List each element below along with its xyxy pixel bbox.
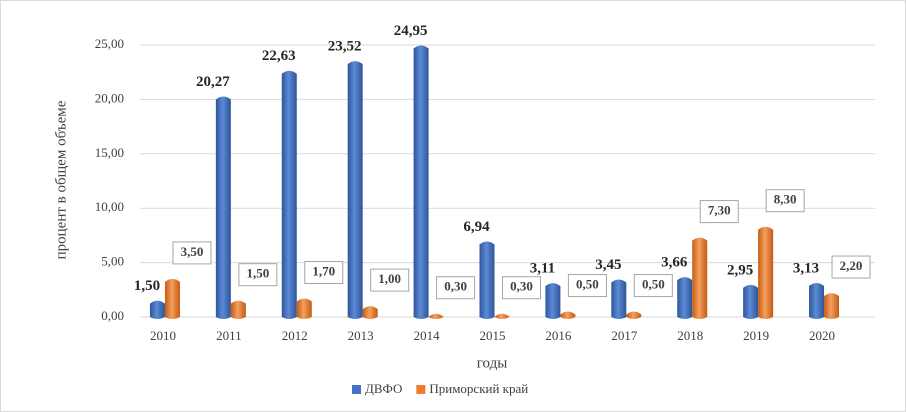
x-tick-label: 2011	[216, 328, 242, 343]
data-label: 22,63	[262, 48, 296, 64]
data-label: 7,30	[708, 203, 731, 218]
legend-label: Приморский край	[429, 381, 528, 396]
data-label-box	[567, 274, 607, 298]
bar	[347, 61, 363, 319]
y-tick-label: 10,00	[95, 199, 124, 214]
bar	[743, 284, 759, 319]
y-tick-label: 25,00	[95, 36, 124, 51]
data-label-box	[765, 189, 805, 213]
y-tick-label: 15,00	[95, 145, 124, 160]
data-label: 3,13	[793, 260, 819, 276]
x-tick-label: 2012	[282, 328, 308, 343]
legend-swatch	[352, 385, 361, 394]
data-label: 1,50	[246, 266, 269, 281]
data-label: 24,95	[394, 23, 428, 39]
bar	[230, 300, 246, 319]
bar	[296, 298, 312, 319]
x-tick-label: 2014	[414, 328, 441, 343]
data-label: 20,27	[196, 74, 230, 90]
x-tick-label: 2015	[480, 328, 506, 343]
x-tick-label: 2010	[150, 328, 176, 343]
bar	[362, 306, 378, 319]
data-label: 0,50	[576, 277, 599, 292]
legend-swatch	[416, 385, 426, 394]
data-label-box	[238, 263, 278, 287]
x-axis-label: годы	[477, 355, 508, 371]
data-label: 6,94	[463, 219, 490, 235]
bar	[758, 226, 774, 319]
x-tick-label: 2016	[545, 328, 572, 343]
data-label-box	[831, 255, 871, 279]
data-label: 0,30	[510, 279, 533, 294]
legend-label: ДВФО	[365, 381, 402, 396]
data-label: 0,30	[444, 279, 467, 294]
bar	[281, 70, 297, 319]
data-label: 1,50	[134, 278, 160, 294]
data-label-box	[633, 274, 673, 298]
data-label-box	[304, 261, 344, 285]
bar	[215, 96, 231, 319]
data-label: 1,00	[378, 271, 401, 286]
y-tick-label: 0,00	[101, 308, 124, 323]
x-tick-label: 2013	[348, 328, 374, 343]
data-label: 0,50	[642, 277, 665, 292]
bar	[479, 241, 495, 319]
x-tick-label: 2019	[743, 328, 769, 343]
y-tick-label: 5,00	[101, 254, 124, 269]
y-axis-label: процент в общем объеме	[53, 100, 69, 259]
data-label: 3,50	[181, 244, 204, 259]
bar	[428, 313, 444, 319]
data-label: 23,52	[328, 39, 362, 55]
data-label: 2,95	[727, 262, 753, 278]
data-label-box	[502, 276, 541, 300]
bar	[560, 311, 576, 319]
data-label: 3,11	[530, 261, 555, 277]
data-label: 3,66	[661, 255, 688, 271]
bar	[545, 283, 561, 319]
bar	[626, 311, 642, 319]
data-label-box	[699, 200, 739, 224]
y-tick-label: 20,00	[95, 90, 124, 105]
x-tick-label: 2017	[611, 328, 638, 343]
data-label: 8,30	[774, 192, 797, 207]
data-label-box	[172, 241, 212, 265]
data-label: 2,20	[840, 258, 863, 273]
bar	[677, 277, 693, 319]
bar	[809, 282, 825, 319]
bar	[692, 237, 708, 319]
bar	[413, 45, 429, 319]
bar	[164, 278, 180, 319]
data-label-box	[436, 276, 476, 300]
data-label: 1,70	[312, 263, 335, 278]
bar	[149, 300, 165, 319]
data-label: 3,45	[595, 257, 621, 273]
data-label-box	[370, 268, 410, 292]
x-tick-label: 2018	[677, 328, 703, 343]
bar	[824, 293, 840, 319]
x-tick-label: 2020	[809, 328, 835, 343]
bar	[611, 279, 627, 319]
bar	[494, 313, 510, 319]
